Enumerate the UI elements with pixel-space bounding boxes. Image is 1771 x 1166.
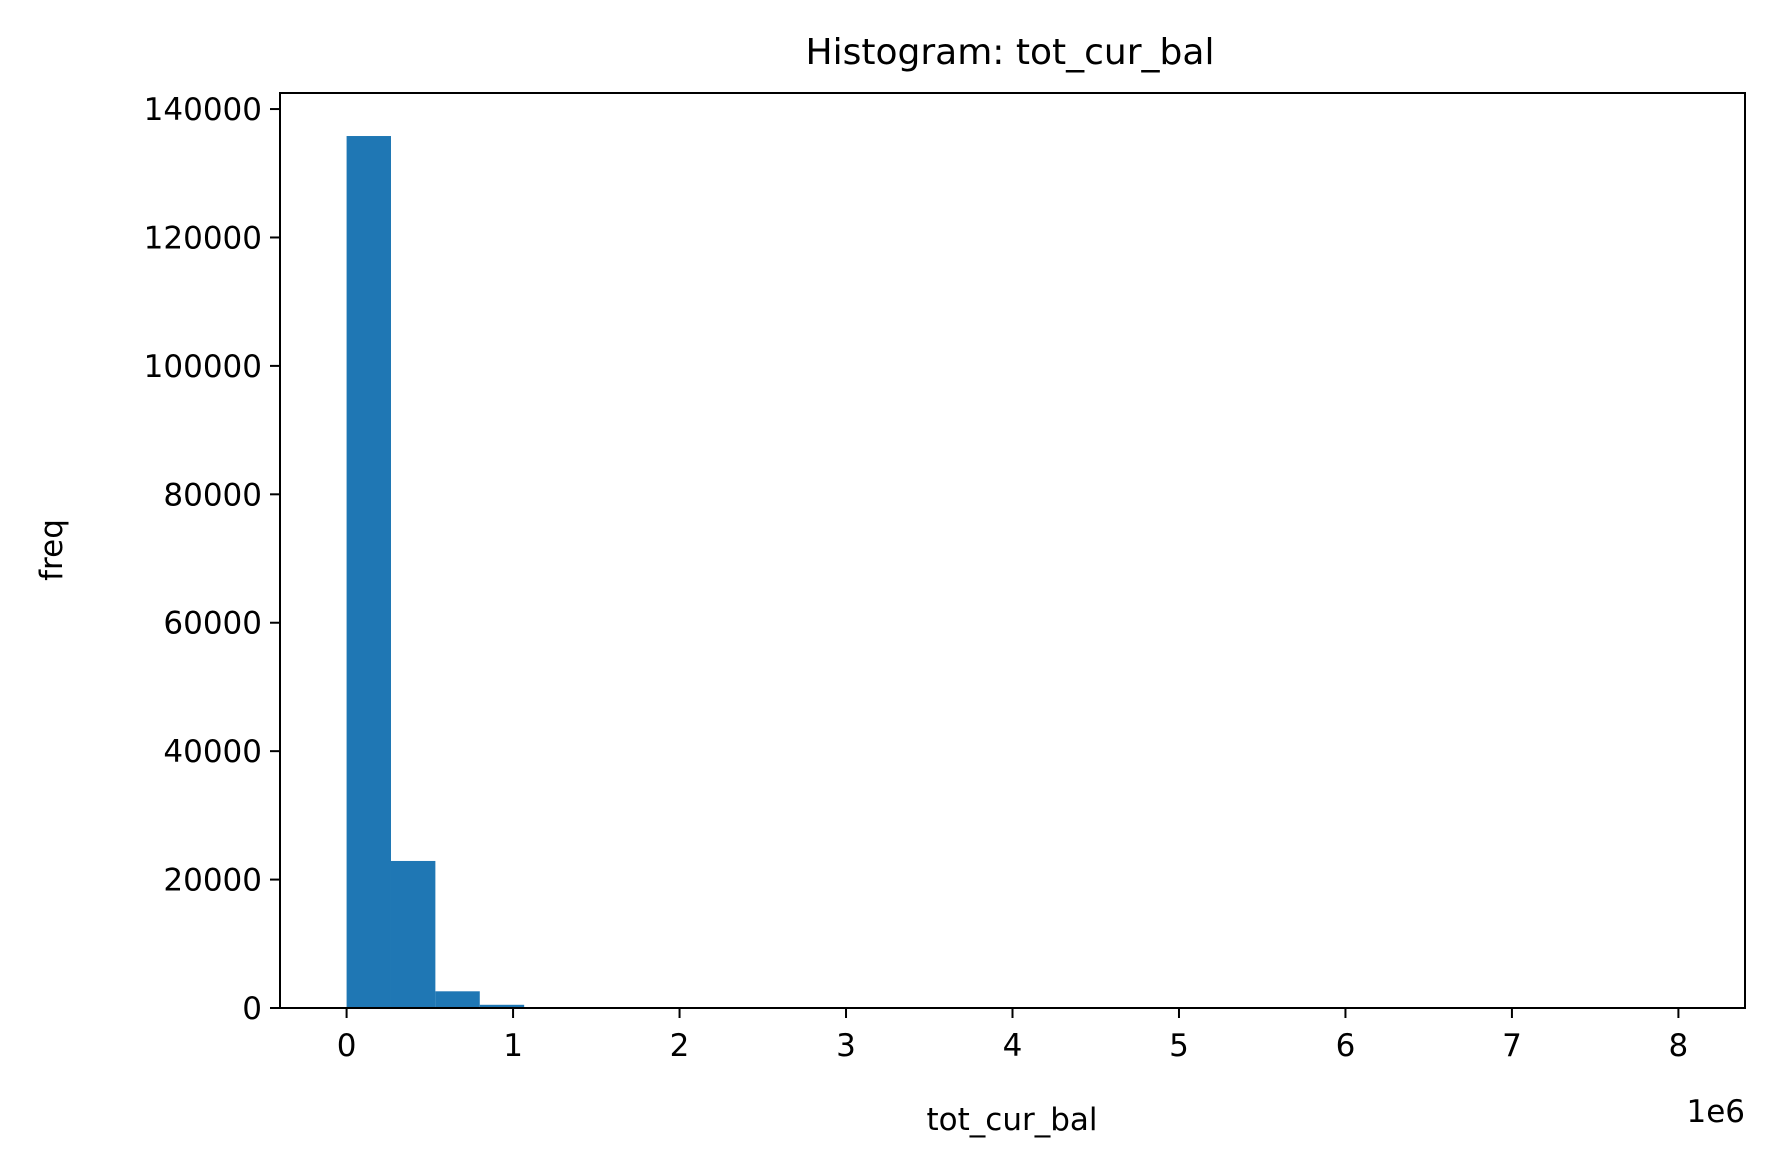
x-axis-offset-label: 1e6	[1686, 1094, 1745, 1130]
x-tick-label: 8	[1669, 1028, 1689, 1064]
x-tick-label: 1	[503, 1028, 523, 1064]
chart-title: Histogram: tot_cur_bal	[806, 32, 1215, 73]
x-tick-label: 3	[836, 1028, 856, 1064]
y-axis-ticks: 0 20000 40000 60000 80000 100000 120000 140000	[144, 92, 280, 1027]
plot-frame	[279, 92, 1746, 1009]
histogram-bar-3	[479, 1004, 525, 1008]
y-tick-label: 0	[242, 991, 262, 1027]
x-axis-ticks: 0 1 2 3 4 5 6 7 8	[337, 1008, 1689, 1064]
y-axis-label: freq	[34, 519, 70, 581]
histogram-bar-1	[390, 860, 436, 1008]
x-tick-label: 5	[1169, 1028, 1189, 1064]
x-tick-label: 6	[1336, 1028, 1356, 1064]
y-tick-label: 80000	[163, 477, 262, 513]
x-axis-label: tot_cur_bal	[927, 1102, 1098, 1138]
histogram-bar-2	[435, 991, 480, 1008]
x-tick-label: 4	[1003, 1028, 1023, 1064]
histogram-bar-0	[346, 136, 391, 1008]
y-tick-label: 20000	[163, 863, 262, 899]
bars-group	[346, 136, 1679, 1008]
y-tick-label: 40000	[163, 734, 262, 770]
y-tick-label: 60000	[163, 606, 262, 642]
y-tick-label: 140000	[144, 92, 262, 128]
x-tick-label: 2	[670, 1028, 690, 1064]
y-tick-label: 120000	[144, 220, 262, 256]
x-tick-label: 7	[1502, 1028, 1522, 1064]
y-tick-label: 100000	[144, 349, 262, 385]
x-tick-label: 0	[337, 1028, 357, 1064]
